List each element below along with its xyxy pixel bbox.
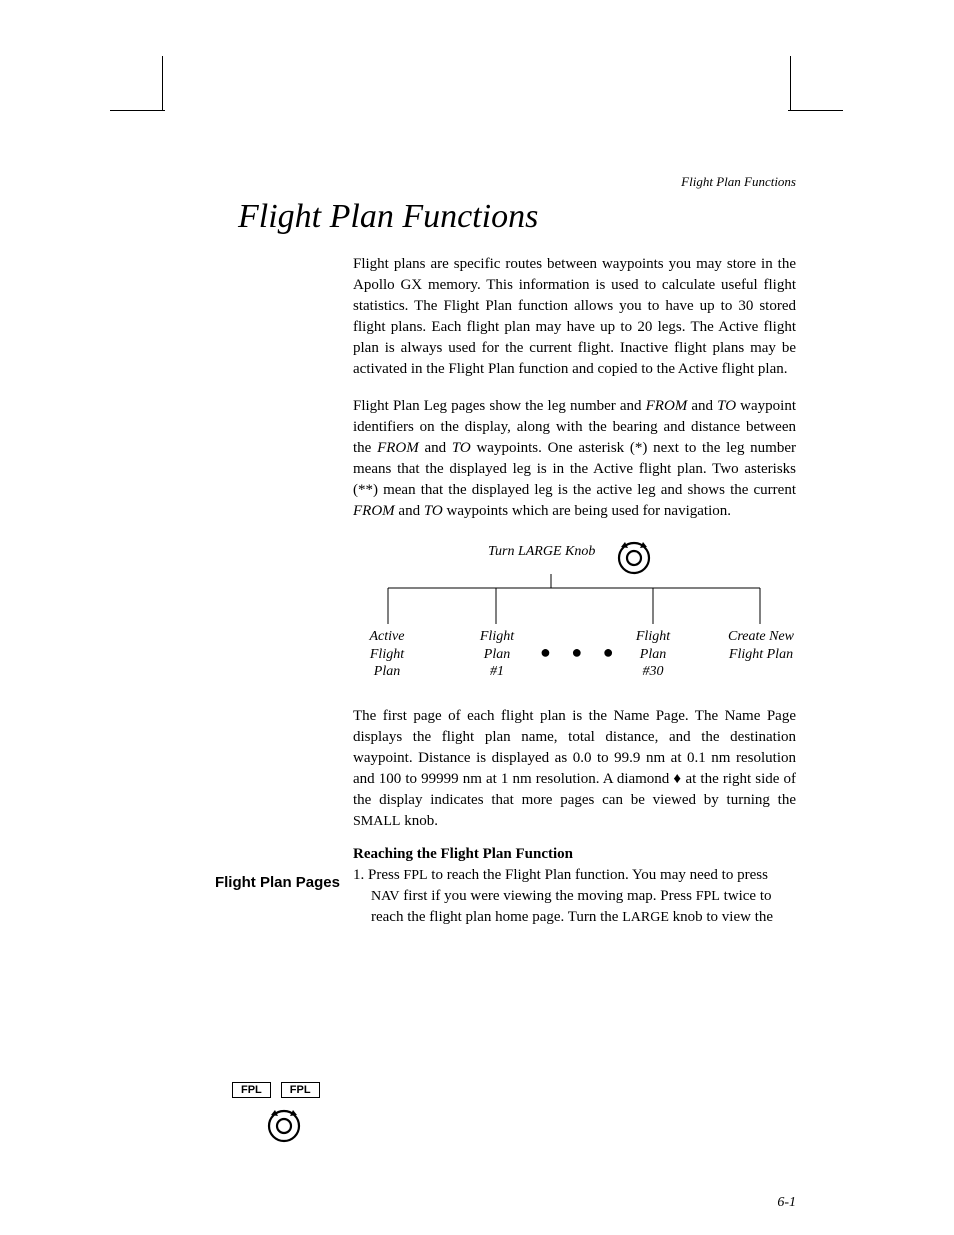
sidebar-heading: Flight Plan Pages	[158, 874, 340, 893]
tree-label-plan1: Flight Plan #1	[462, 628, 532, 681]
tree-connector	[298, 574, 803, 634]
running-header: Flight Plan Functions	[158, 174, 796, 190]
page-content: Flight Plan Functions Flight Plan Functi…	[158, 174, 796, 928]
tree-label-plan30: Flight Plan #30	[618, 628, 688, 681]
fpl-buttons: FPL FPL	[232, 1080, 330, 1098]
tree-dots: ● ● ●	[540, 642, 622, 663]
knob-diagram: Turn LARGE Knob Active Flight Plan Fligh…	[298, 538, 796, 698]
crop-mark	[162, 56, 163, 111]
crop-mark	[790, 56, 791, 111]
tree-label-active: Active Flight Plan	[352, 628, 422, 681]
fpl-button-1: FPL	[232, 1082, 271, 1098]
tree-label-create: Create New Flight Plan	[716, 628, 806, 663]
large-knob-icon	[614, 538, 654, 578]
crop-mark	[788, 110, 843, 111]
paragraph-1: Flight plans are specific routes between…	[353, 254, 796, 380]
para1-text: Flight plans are specific routes between…	[353, 256, 796, 377]
knob-icon-below	[264, 1106, 304, 1146]
fpl-button-2: FPL	[281, 1082, 320, 1098]
turn-large-label: Turn LARGE Knob	[488, 544, 595, 560]
section-heading: Reaching the Flight Plan Function	[353, 846, 796, 863]
crop-mark	[110, 110, 165, 111]
chapter-title: Flight Plan Functions	[238, 198, 796, 236]
paragraph-2: Flight Plan Leg pages show the leg numbe…	[353, 396, 796, 522]
page-number: 6-1	[777, 1195, 796, 1211]
step-1: 1. Press FPL to reach the Flight Plan fu…	[353, 865, 796, 928]
paragraph-3: The first page of each flight plan is th…	[353, 706, 796, 832]
